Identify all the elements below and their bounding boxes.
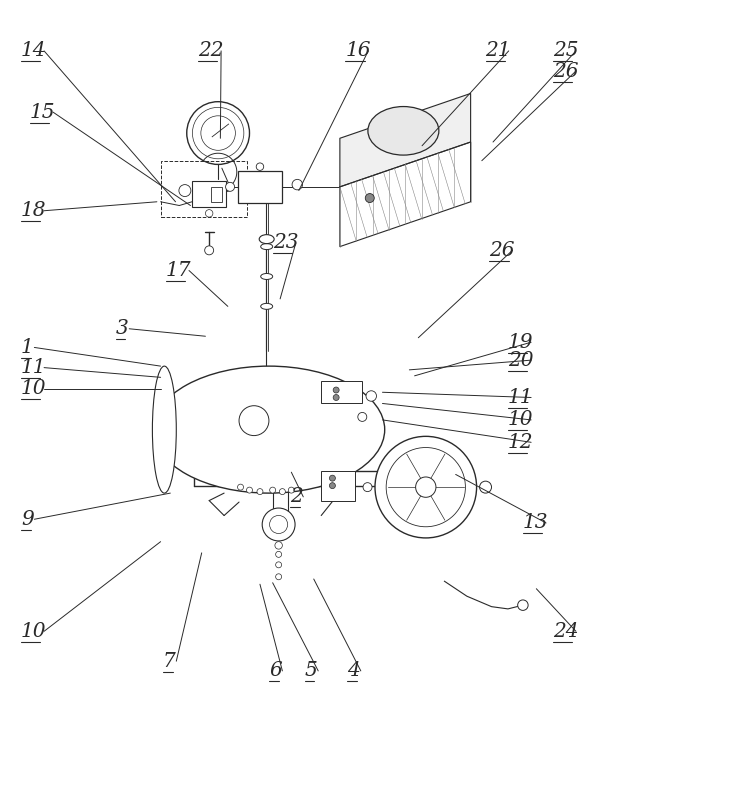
Bar: [161, 161, 247, 217]
Circle shape: [386, 447, 465, 527]
Text: 14: 14: [21, 41, 46, 60]
Bar: [193, 181, 226, 208]
Bar: [321, 381, 362, 403]
Polygon shape: [340, 142, 471, 246]
Circle shape: [238, 484, 244, 490]
Circle shape: [329, 475, 335, 482]
Circle shape: [179, 185, 191, 196]
Circle shape: [276, 573, 282, 580]
Text: 3: 3: [116, 319, 128, 338]
Text: 18: 18: [21, 201, 46, 220]
Circle shape: [375, 436, 477, 538]
Circle shape: [201, 116, 235, 150]
Text: 12: 12: [508, 432, 533, 451]
Circle shape: [365, 193, 374, 203]
Text: 9: 9: [21, 510, 34, 529]
Circle shape: [270, 516, 288, 534]
Text: 23: 23: [273, 234, 298, 253]
Ellipse shape: [261, 273, 273, 280]
Circle shape: [415, 477, 436, 497]
Text: 2: 2: [290, 487, 303, 506]
Circle shape: [193, 108, 244, 158]
Circle shape: [275, 542, 282, 549]
Text: 16: 16: [345, 41, 371, 60]
Text: 26: 26: [489, 241, 515, 260]
Circle shape: [247, 487, 252, 493]
Ellipse shape: [261, 303, 273, 310]
Circle shape: [292, 179, 303, 190]
Text: 6: 6: [269, 661, 282, 680]
Ellipse shape: [368, 107, 439, 155]
Circle shape: [518, 600, 528, 611]
Circle shape: [333, 394, 339, 401]
Text: 13: 13: [523, 513, 548, 532]
Text: 7: 7: [163, 652, 176, 671]
Polygon shape: [340, 93, 471, 187]
Text: 11: 11: [508, 388, 533, 407]
Text: 4: 4: [347, 661, 360, 680]
Circle shape: [366, 390, 376, 402]
Ellipse shape: [153, 366, 385, 493]
Circle shape: [226, 182, 235, 192]
Ellipse shape: [259, 234, 274, 244]
Circle shape: [257, 489, 263, 494]
Circle shape: [333, 387, 339, 393]
Circle shape: [288, 487, 294, 493]
Text: 25: 25: [553, 41, 578, 60]
Circle shape: [329, 482, 335, 489]
Circle shape: [205, 210, 213, 217]
Text: 10: 10: [21, 379, 46, 398]
Text: 15: 15: [30, 103, 55, 122]
Text: 26: 26: [553, 62, 578, 81]
Circle shape: [480, 482, 492, 493]
Text: 24: 24: [553, 622, 578, 641]
Text: 21: 21: [486, 41, 511, 60]
Circle shape: [276, 562, 282, 568]
Circle shape: [187, 101, 249, 165]
Ellipse shape: [152, 366, 176, 493]
Text: 17: 17: [166, 261, 191, 280]
Bar: [321, 470, 355, 501]
Circle shape: [205, 246, 214, 255]
Text: 19: 19: [508, 333, 533, 352]
Circle shape: [279, 489, 285, 494]
Text: 10: 10: [508, 410, 533, 429]
Text: 22: 22: [198, 41, 223, 60]
Circle shape: [276, 551, 282, 558]
Circle shape: [239, 406, 269, 436]
Circle shape: [358, 413, 367, 421]
Circle shape: [262, 508, 295, 541]
Text: 10: 10: [21, 622, 46, 641]
Bar: [211, 187, 222, 202]
Text: 20: 20: [508, 351, 533, 370]
Text: 11: 11: [21, 358, 46, 377]
Bar: [238, 171, 282, 203]
Circle shape: [270, 487, 276, 493]
Text: 5: 5: [305, 661, 317, 680]
Ellipse shape: [261, 244, 273, 249]
Text: 1: 1: [21, 338, 34, 357]
Circle shape: [256, 163, 264, 170]
Circle shape: [363, 482, 372, 492]
